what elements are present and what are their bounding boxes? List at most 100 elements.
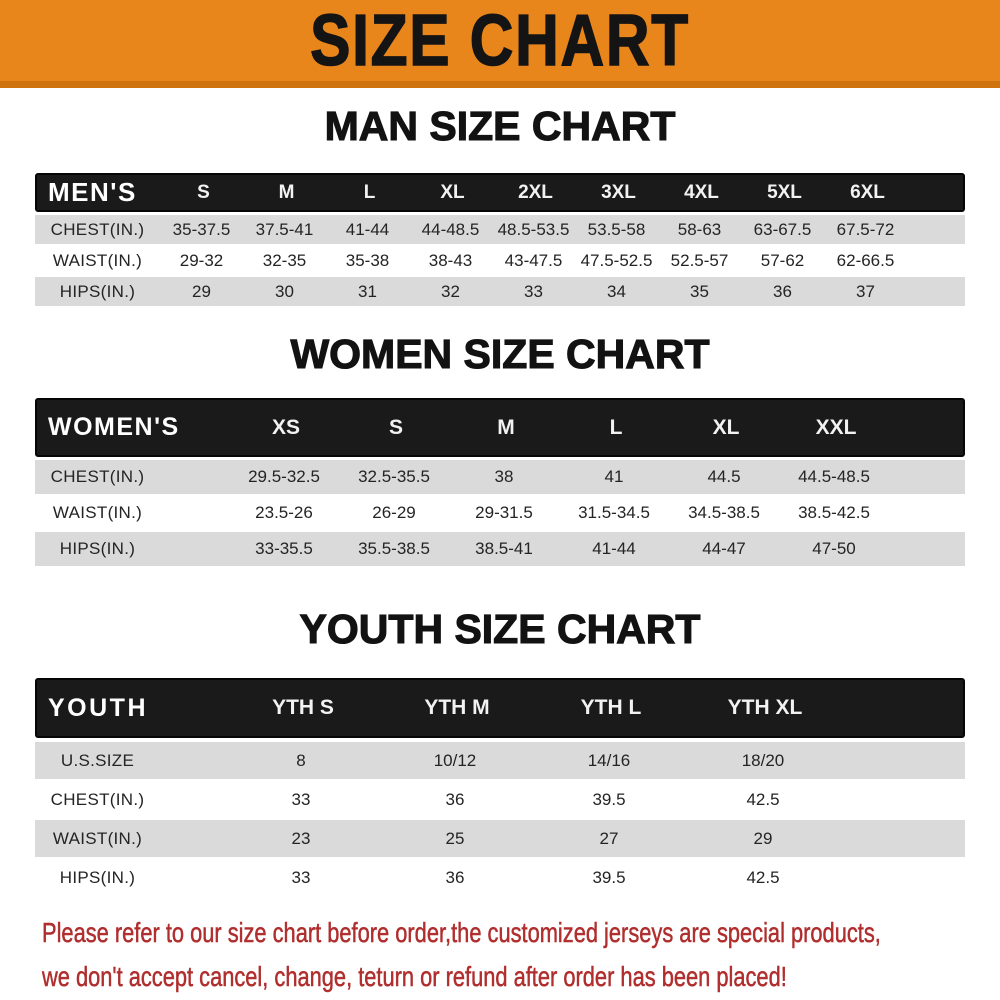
- youth-value-3-1: 36: [445, 867, 465, 887]
- youth-value-3-0: 33: [291, 867, 311, 887]
- men-value-0-4: 48.5-53.5: [497, 219, 570, 239]
- men-value-2-6: 35: [690, 281, 709, 301]
- men-value-0-5: 53.5-58: [587, 219, 646, 239]
- footer-line-2: we don't accept cancel, change, teturn o…: [42, 961, 787, 993]
- men-value-1-8: 62-66.5: [836, 250, 895, 270]
- men-row-label-1: WAIST(IN.): [52, 250, 143, 270]
- men-value-2-7: 36: [773, 281, 792, 301]
- youth-table-row-1: CHEST(IN.) 33 36 39.5 42.5: [35, 781, 965, 818]
- men-value-0-6: 58-63: [677, 219, 722, 239]
- youth-value-1-2: 39.5: [592, 789, 626, 809]
- women-column-header-0: XS: [271, 415, 300, 439]
- women-column-header-3: L: [609, 415, 623, 439]
- men-table-row-2: HIPS(IN.) 29 30 31 32 33 34 35 36 37: [35, 277, 965, 306]
- men-value-1-5: 47.5-52.5: [580, 250, 653, 270]
- women-value-2-5: 47-50: [812, 539, 856, 558]
- youth-row-label-3: HIPS(IN.): [59, 867, 136, 887]
- youth-column-header-1: YTH M: [424, 696, 490, 719]
- men-value-1-3: 38-43: [428, 250, 473, 270]
- men-value-0-2: 41-44: [345, 219, 390, 239]
- women-table-row-0: CHEST(IN.) 29.5-32.5 32.5-35.5 38 41 44.5 44.5…: [35, 460, 965, 494]
- youth-value-2-0: 23: [291, 828, 311, 848]
- youth-row-label-2: WAIST(IN.): [52, 828, 143, 848]
- youth-value-2-3: 29: [753, 828, 773, 848]
- men-value-2-3: 32: [441, 281, 460, 301]
- men-value-1-1: 32-35: [262, 250, 307, 270]
- men-value-2-8: 37: [856, 281, 875, 301]
- youth-value-1-0: 33: [291, 789, 311, 809]
- women-section-heading: WOMEN SIZE CHART: [290, 330, 710, 377]
- women-row-label-2: HIPS(IN.): [59, 539, 136, 558]
- youth-column-header-0: YTH S: [272, 696, 334, 719]
- men-table-header-row: MEN'S S M L XL 2XL 3XL 4XL 5XL 6XL: [35, 173, 965, 212]
- men-value-0-7: 63-67.5: [753, 219, 812, 239]
- men-value-1-6: 52.5-57: [670, 250, 729, 270]
- men-value-2-2: 31: [358, 281, 377, 301]
- men-column-header-3: XL: [440, 181, 465, 203]
- women-corner-label: WOMEN'S: [48, 413, 180, 441]
- women-row-label-1: WAIST(IN.): [52, 503, 143, 522]
- women-value-1-0: 23.5-26: [255, 503, 313, 522]
- men-value-1-0: 29-32: [179, 250, 224, 270]
- youth-value-2-1: 25: [445, 828, 465, 848]
- women-value-1-3: 31.5-34.5: [578, 503, 650, 522]
- women-column-header-2: M: [497, 415, 515, 439]
- youth-row-label-1: CHEST(IN.): [50, 789, 145, 809]
- footer-line-1: Please refer to our size chart before or…: [42, 917, 881, 949]
- women-value-2-4: 44-47: [702, 539, 746, 558]
- men-column-header-5: 3XL: [601, 181, 636, 203]
- women-value-0-3: 41: [604, 467, 624, 486]
- women-value-2-2: 38.5-41: [475, 539, 533, 558]
- men-value-0-0: 35-37.5: [172, 219, 231, 239]
- youth-value-0-3: 18/20: [741, 750, 785, 770]
- women-value-0-0: 29.5-32.5: [248, 467, 320, 486]
- youth-size-table: YOUTH YTH S YTH M YTH L YTH XL U.S.SIZE 8 10/12…: [35, 678, 965, 898]
- women-table-header-row: WOMEN'S XS S M L XL XXL: [35, 398, 965, 457]
- men-column-header-1: M: [278, 181, 295, 203]
- men-section-heading: MAN SIZE CHART: [324, 102, 676, 149]
- men-corner-label: MEN'S: [48, 177, 137, 207]
- men-column-header-7: 5XL: [767, 181, 802, 203]
- youth-value-0-2: 14/16: [587, 750, 631, 770]
- women-value-0-4: 44.5: [707, 467, 741, 486]
- women-table-row-2: HIPS(IN.) 33-35.5 35.5-38.5 38.5-41 41-44 44-…: [35, 532, 965, 566]
- men-value-2-1: 30: [275, 281, 294, 301]
- men-table-row-0: CHEST(IN.) 35-37.5 37.5-41 41-44 44-48.5 48.5…: [35, 215, 965, 244]
- women-column-header-5: XXL: [815, 415, 857, 439]
- men-column-header-6: 4XL: [684, 181, 719, 203]
- banner-title: SIZE CHART: [310, 0, 690, 81]
- women-value-0-5: 44.5-48.5: [798, 467, 870, 486]
- men-value-0-3: 44-48.5: [421, 219, 480, 239]
- youth-value-3-2: 39.5: [592, 867, 626, 887]
- men-value-1-7: 57-62: [760, 250, 805, 270]
- men-row-label-0: CHEST(IN.): [50, 219, 145, 239]
- women-column-header-1: S: [388, 415, 403, 439]
- women-row-label-0: CHEST(IN.): [50, 467, 145, 486]
- men-table-row-1: WAIST(IN.) 29-32 32-35 35-38 38-43 43-47.5 47.…: [35, 246, 965, 275]
- youth-value-3-3: 42.5: [746, 867, 780, 887]
- men-value-0-1: 37.5-41: [255, 219, 314, 239]
- men-value-2-5: 34: [607, 281, 626, 301]
- women-value-0-2: 38: [494, 467, 514, 486]
- men-value-2-4: 33: [524, 281, 543, 301]
- men-column-header-2: L: [363, 181, 376, 203]
- men-value-0-8: 67.5-72: [836, 219, 895, 239]
- youth-table-header-row: YOUTH YTH S YTH M YTH L YTH XL: [35, 678, 965, 738]
- youth-column-header-3: YTH XL: [727, 696, 803, 719]
- youth-value-1-1: 36: [445, 789, 465, 809]
- men-column-header-0: S: [197, 181, 210, 203]
- youth-section-heading: YOUTH SIZE CHART: [299, 605, 701, 652]
- youth-column-header-2: YTH L: [580, 696, 642, 719]
- footer-disclaimer: Please refer to our size chart before or…: [42, 911, 1000, 999]
- women-value-1-4: 34.5-38.5: [688, 503, 760, 522]
- youth-corner-label: YOUTH: [48, 693, 148, 722]
- men-row-label-2: HIPS(IN.): [59, 281, 136, 301]
- women-value-2-1: 35.5-38.5: [358, 539, 430, 558]
- women-column-header-4: XL: [712, 415, 740, 439]
- women-table-row-1: WAIST(IN.) 23.5-26 26-29 29-31.5 31.5-34.5 34…: [35, 496, 965, 530]
- youth-value-0-1: 10/12: [433, 750, 477, 770]
- women-size-table: WOMEN'S XS S M L XL XXL CHEST(IN.) 29.5-32.5 32.5…: [35, 398, 965, 568]
- youth-value-0-0: 8: [296, 750, 306, 770]
- size-chart-banner: SIZE CHART: [0, 0, 1000, 88]
- youth-table-row-2: WAIST(IN.) 23 25 27 29: [35, 820, 965, 857]
